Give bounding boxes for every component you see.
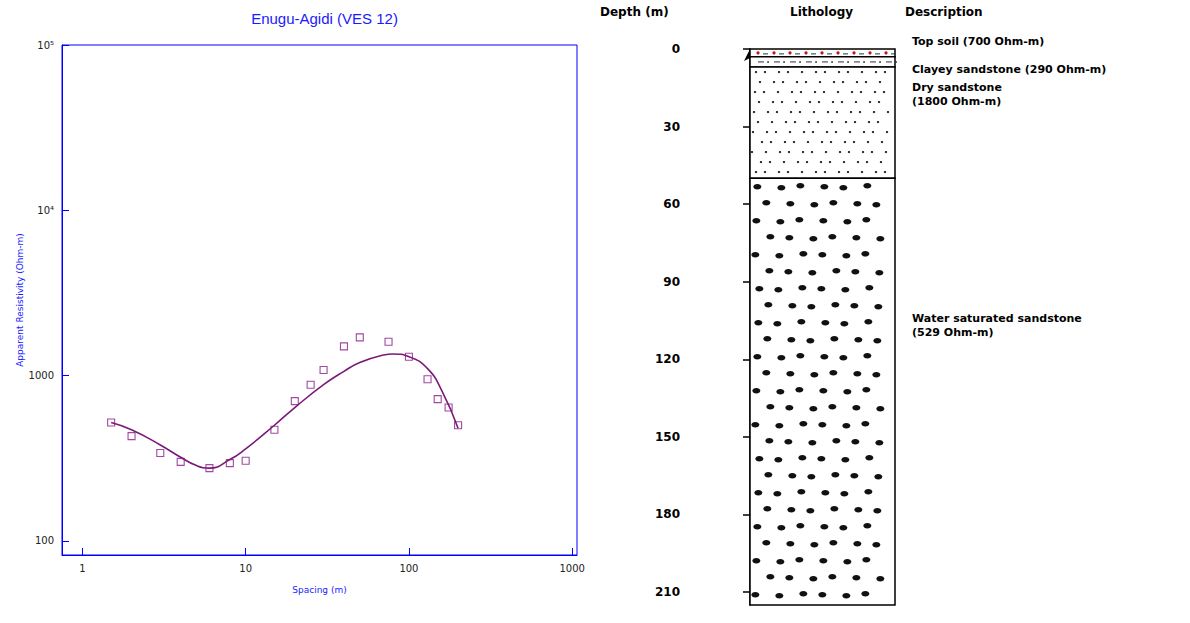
svg-text:100: 100 <box>399 563 418 574</box>
svg-text:Description: Description <box>905 5 983 19</box>
svg-text:(1800 Ohm-m): (1800 Ohm-m) <box>912 95 1001 108</box>
svg-text:Depth (m): Depth (m) <box>600 5 669 19</box>
svg-text:1: 1 <box>79 563 85 574</box>
svg-text:90: 90 <box>663 275 680 289</box>
svg-text:(529 Ohm-m): (529 Ohm-m) <box>912 326 994 339</box>
svg-text:Dry sandstone: Dry sandstone <box>912 81 1002 94</box>
svg-text:Clayey sandstone (290 Ohm-m): Clayey sandstone (290 Ohm-m) <box>912 63 1106 76</box>
svg-text:100: 100 <box>35 535 54 546</box>
svg-text:1000: 1000 <box>29 370 54 381</box>
svg-text:Apparent Resistivity (Ohm-m): Apparent Resistivity (Ohm-m) <box>15 233 25 367</box>
svg-text:150: 150 <box>655 430 680 444</box>
svg-text:120: 120 <box>655 352 680 366</box>
svg-text:Enugu-Agidi (VES 12): Enugu-Agidi (VES 12) <box>251 10 398 27</box>
svg-text:Lithology: Lithology <box>790 5 853 19</box>
svg-text:60: 60 <box>663 197 680 211</box>
svg-text:10⁴: 10⁴ <box>37 205 54 216</box>
svg-text:Water saturated sandstone: Water saturated sandstone <box>912 312 1082 325</box>
svg-text:0: 0 <box>672 42 680 56</box>
svg-text:1000: 1000 <box>559 563 584 574</box>
svg-text:210: 210 <box>655 585 680 599</box>
svg-text:180: 180 <box>655 507 680 521</box>
svg-text:30: 30 <box>663 120 680 134</box>
svg-text:Top soil (700 Ohm-m): Top soil (700 Ohm-m) <box>912 35 1044 48</box>
svg-text:10: 10 <box>239 563 252 574</box>
svg-text:10⁵: 10⁵ <box>37 40 54 51</box>
svg-text:Spacing (m): Spacing (m) <box>292 585 346 595</box>
